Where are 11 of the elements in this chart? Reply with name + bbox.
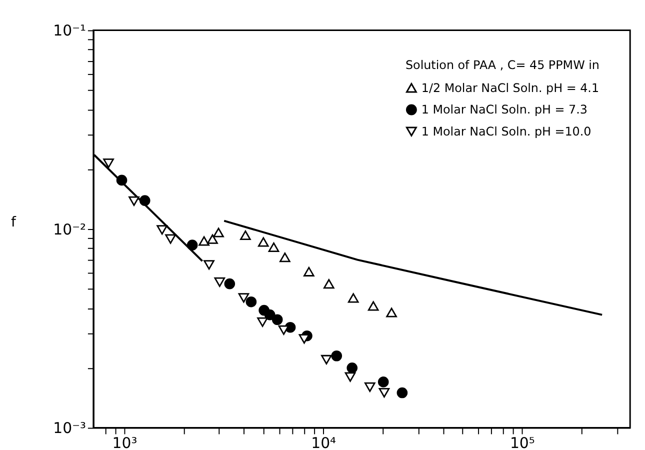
legend-label: 1/2 Molar NaCl Soln. pH = 4.1 [421, 80, 600, 95]
legend-label: 1 Molar NaCl Soln. pH =10.0 [421, 124, 592, 139]
x-tick-label: 10⁵ [510, 434, 535, 450]
legend-title: Solution of PAA , C= 45 PPMW in [405, 58, 600, 72]
x-tick-label: 10³ [112, 434, 138, 450]
y-axis-title: f [10, 214, 17, 231]
x-tick-label: 10⁴ [311, 434, 336, 450]
y-tick-label: 10⁻¹ [53, 22, 86, 40]
y-tick-label: 10⁻² [53, 220, 86, 238]
legend-label: 1 Molar NaCl Soln. pH = 7.3 [421, 102, 588, 117]
y-tick-label: 10⁻³ [53, 419, 86, 438]
